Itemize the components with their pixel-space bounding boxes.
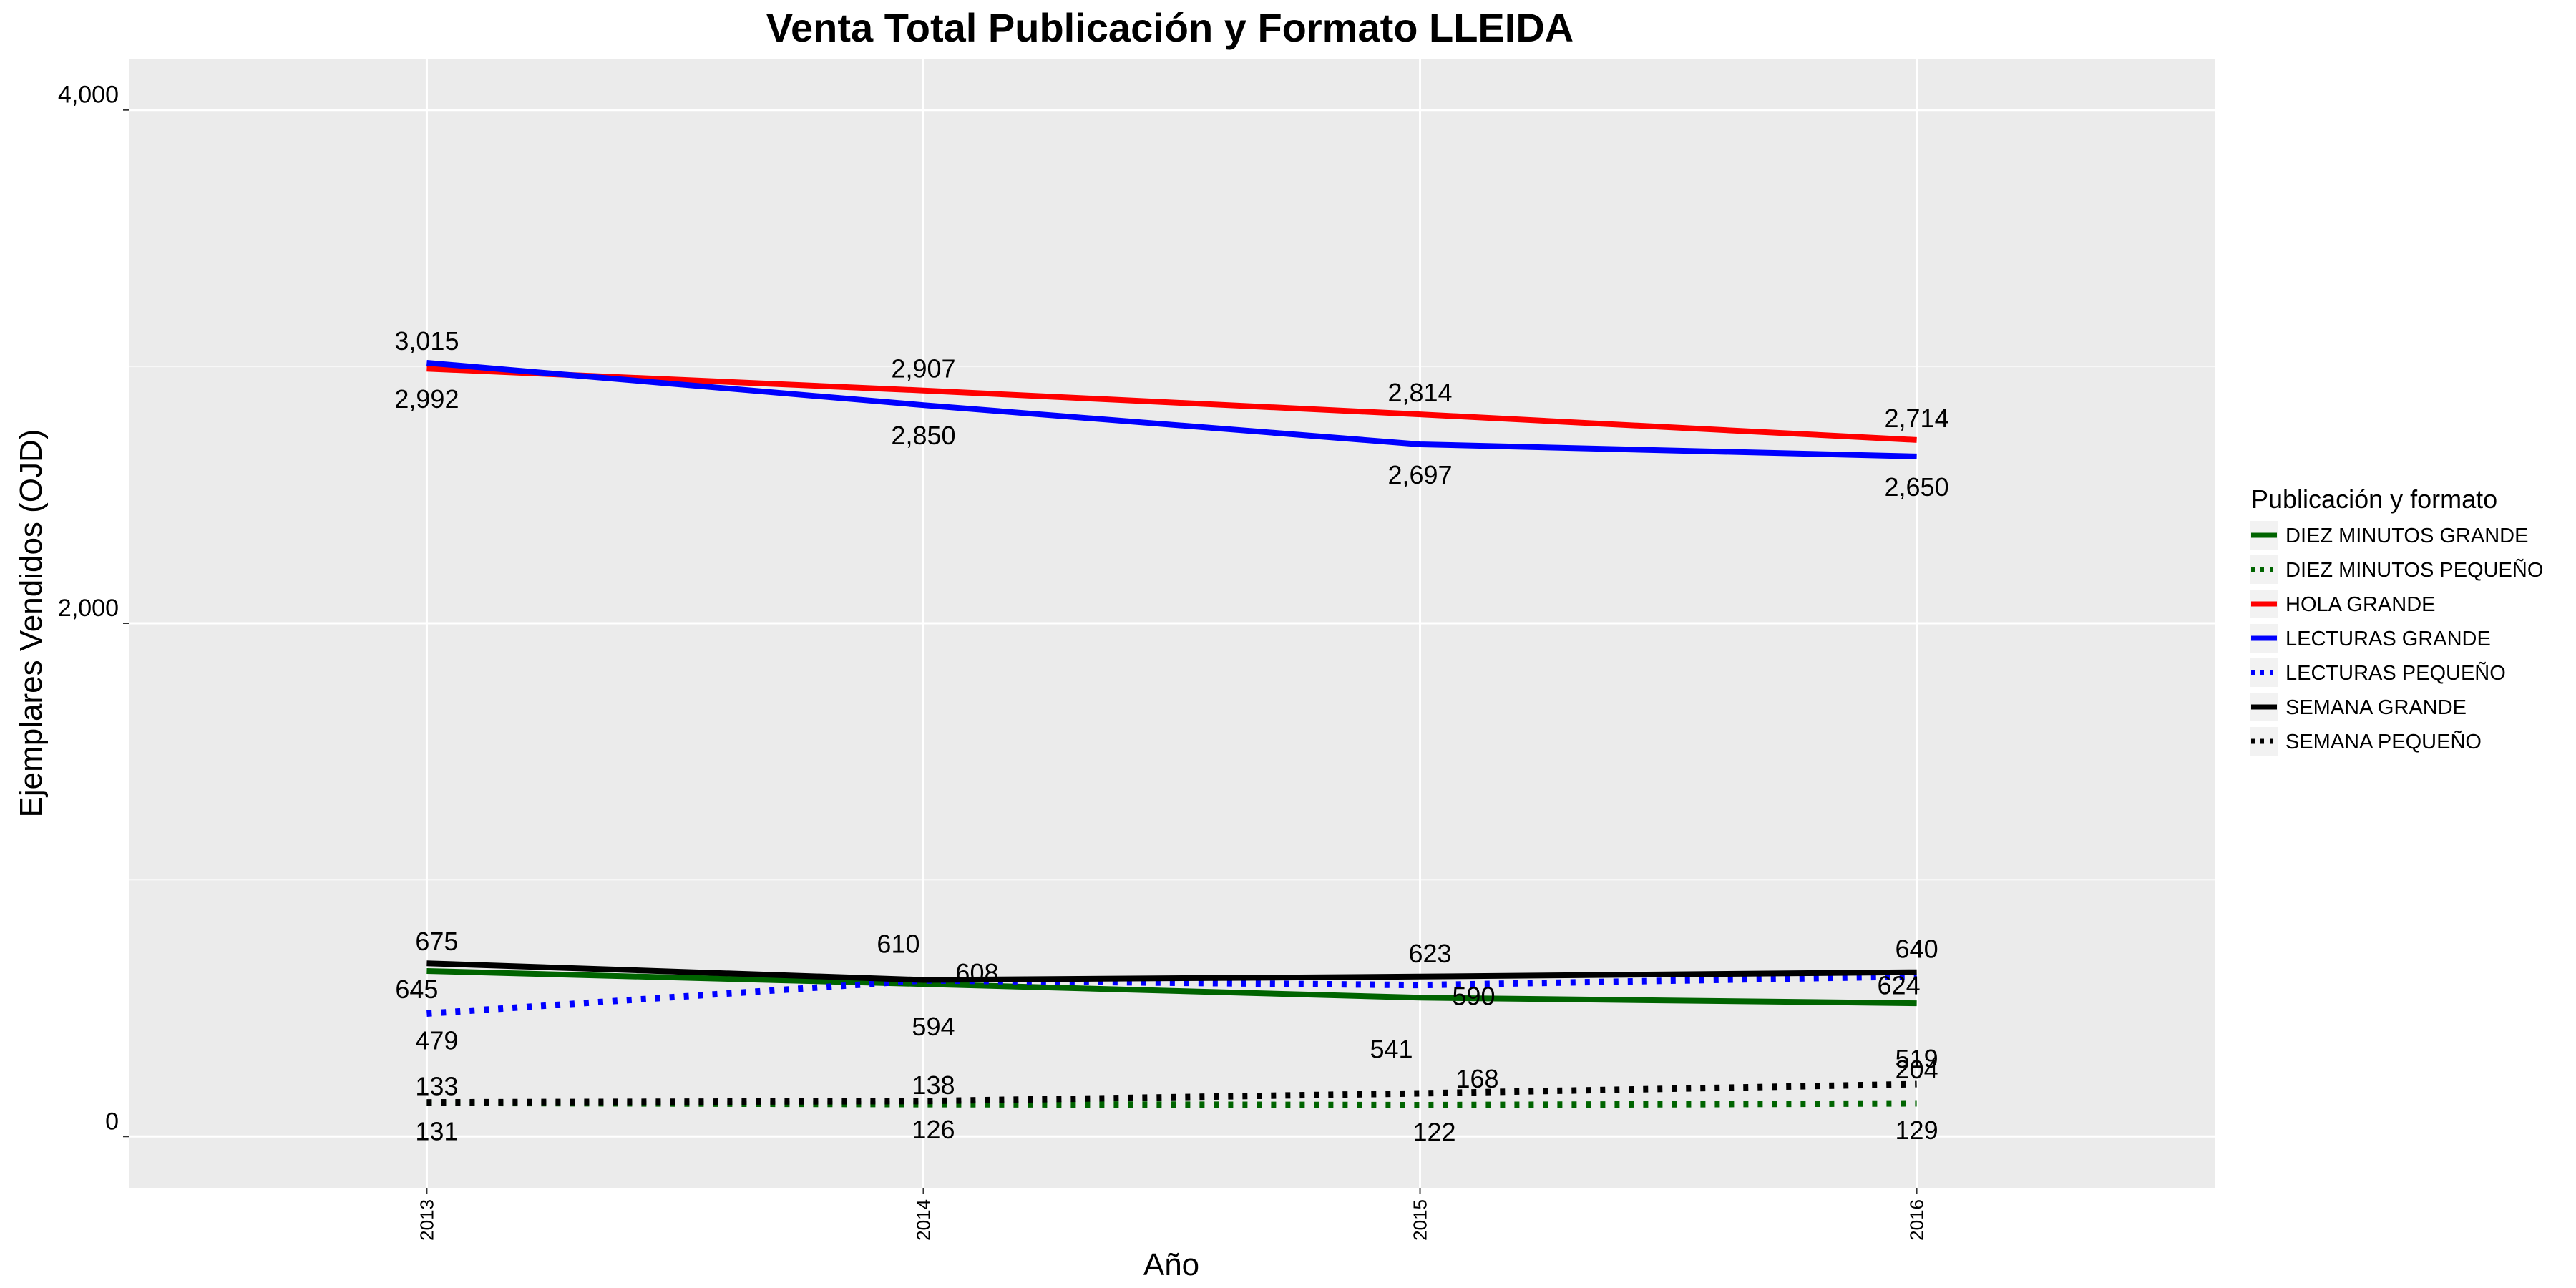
series-line-diez-minutos-grande [426,968,1917,1007]
data-label: 610 [877,930,919,959]
data-label: 2,850 [891,421,955,450]
series-line-lecturas-pequeno [426,973,1917,1017]
data-label: 131 [415,1116,458,1146]
series-lines [426,360,1917,1108]
data-label: 133 [415,1072,458,1101]
x-tick-label: 2016 [1906,1199,1928,1241]
y-tick-label: 2,000 [58,595,119,622]
data-label: 2,650 [1885,472,1949,502]
data-label: 3,015 [394,326,459,356]
series-line-hola-grande [426,366,1917,443]
legend-label: LECTURAS GRANDE [2285,628,2491,650]
data-label: 138 [912,1070,955,1100]
legend: Publicación y formato DIEZ MINUTOS GRAND… [2247,484,2562,764]
data-label: 122 [1413,1118,1455,1147]
data-label: 479 [415,1025,458,1055]
x-tick-label: 2015 [1410,1199,1431,1241]
data-label: 126 [912,1115,955,1144]
y-tick-label: 4,000 [58,82,119,109]
data-label: 594 [912,1012,955,1041]
legend-label: DIEZ MINUTOS PEQUEÑO [2285,557,2543,582]
legend-label: HOLA GRANDE [2285,593,2436,616]
y-axis-title: Ejemplares Vendidos (OJD) [14,429,49,818]
x-tick-label: 2013 [416,1199,437,1241]
legend-label: DIEZ MINUTOS GRANDE [2285,525,2528,547]
data-label: 2,814 [1387,378,1452,407]
data-labels: 645 594 541 519 131 126 122 129 2,992 2,907 2,814 2… [394,326,1948,1147]
x-tick-label: 2014 [912,1199,934,1241]
series-line-semana-grande [426,960,1917,983]
data-label: 623 [1408,939,1451,968]
legend-title: Publicación y formato [2251,484,2497,514]
series-line-semana-pequeno [426,1080,1917,1106]
legend-background [2247,521,2562,764]
series-line-lecturas-grande [426,360,1917,459]
data-label: 129 [1896,1116,1938,1145]
legend-label: SEMANA PEQUEÑO [2285,729,2482,753]
data-label: 590 [1452,982,1495,1011]
axes: 0 2,000 4,000 2013 2014 2015 2016 [58,82,1928,1241]
data-label: 519 [1896,1044,1938,1073]
chart-title: Venta Total Publicación y Formato LLEIDA [766,5,1574,50]
data-label: 645 [395,975,438,1004]
data-label: 640 [1896,935,1938,964]
series-line-diez-minutos-pequeno [426,1099,1917,1108]
data-label: 608 [955,958,998,987]
data-label: 168 [1455,1064,1498,1093]
data-label: 2,714 [1885,404,1949,433]
data-label: 675 [415,927,458,956]
legend-label: SEMANA GRANDE [2285,696,2467,719]
data-label: 624 [1878,970,1921,1000]
data-label: 2,992 [394,384,459,414]
y-tick-label: 0 [105,1108,119,1135]
data-label: 2,907 [891,354,955,384]
data-label: 541 [1370,1034,1413,1063]
data-label: 2,697 [1387,460,1452,489]
data-label: 204 [1896,1055,1938,1084]
legend-label: LECTURAS PEQUEÑO [2285,660,2506,685]
gridlines [129,59,2215,1188]
x-axis-title: Año [1143,1247,1199,1282]
